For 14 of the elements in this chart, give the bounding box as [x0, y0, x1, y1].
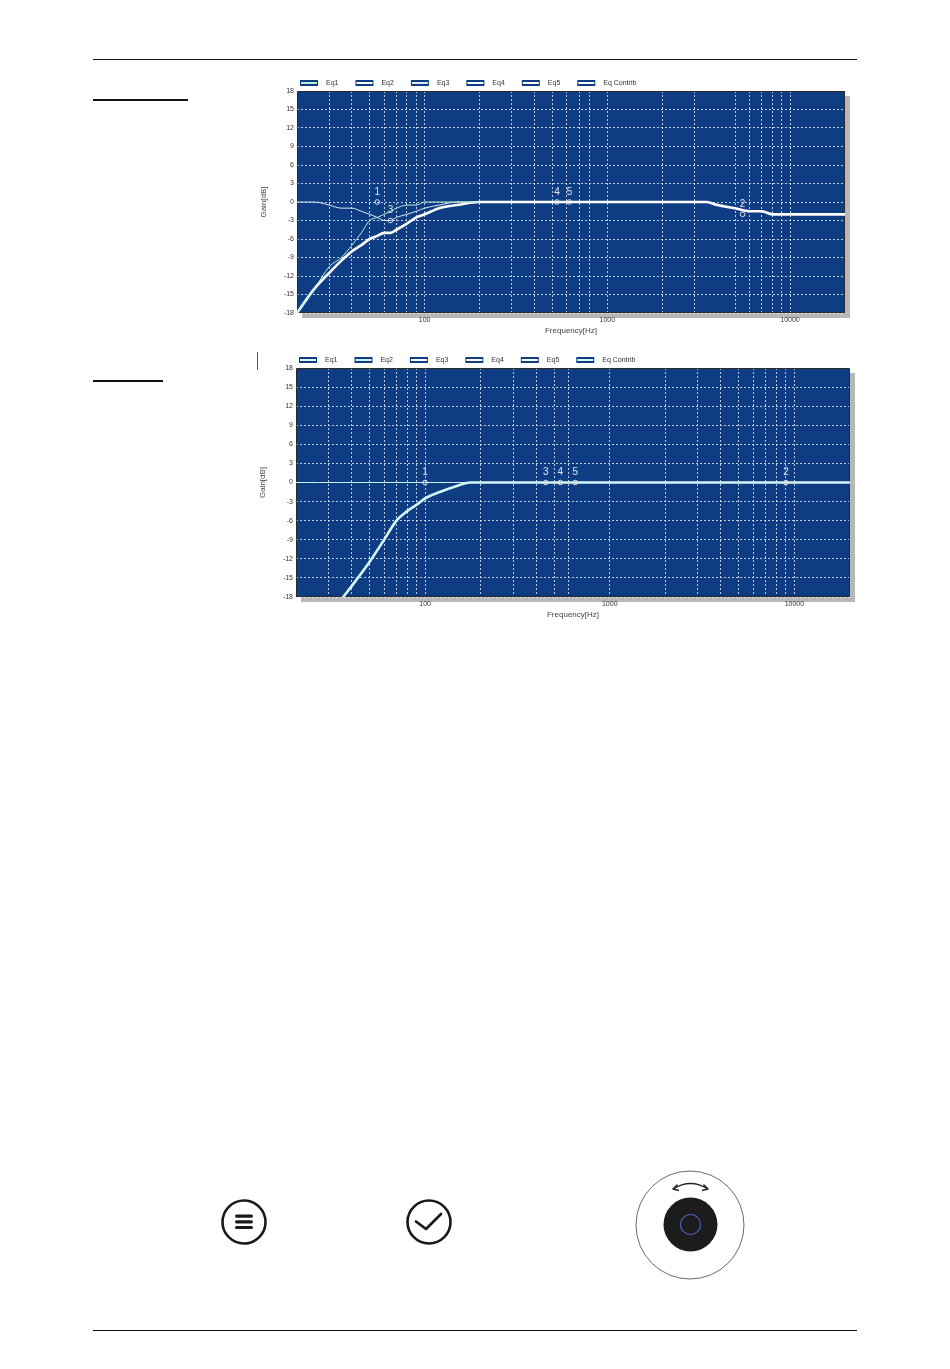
y-axis-title: Gain[dB]: [259, 186, 268, 218]
annotation: 2: [783, 466, 790, 478]
x-axis-title: Frequency[Hz]: [544, 326, 598, 336]
annotation: 4: [554, 185, 561, 197]
annotation: 4: [557, 466, 564, 478]
annotation: 2: [739, 198, 746, 210]
annotation: 5: [572, 466, 579, 478]
annotation: 3: [542, 466, 549, 478]
annotation: 5: [566, 185, 573, 197]
annotation: 1: [422, 466, 429, 478]
annotation: 3: [387, 204, 394, 216]
annotation: 1: [374, 185, 381, 197]
x-axis-title: Frequency[Hz]: [546, 610, 600, 620]
y-axis-title: Gain[dB]: [258, 466, 267, 499]
